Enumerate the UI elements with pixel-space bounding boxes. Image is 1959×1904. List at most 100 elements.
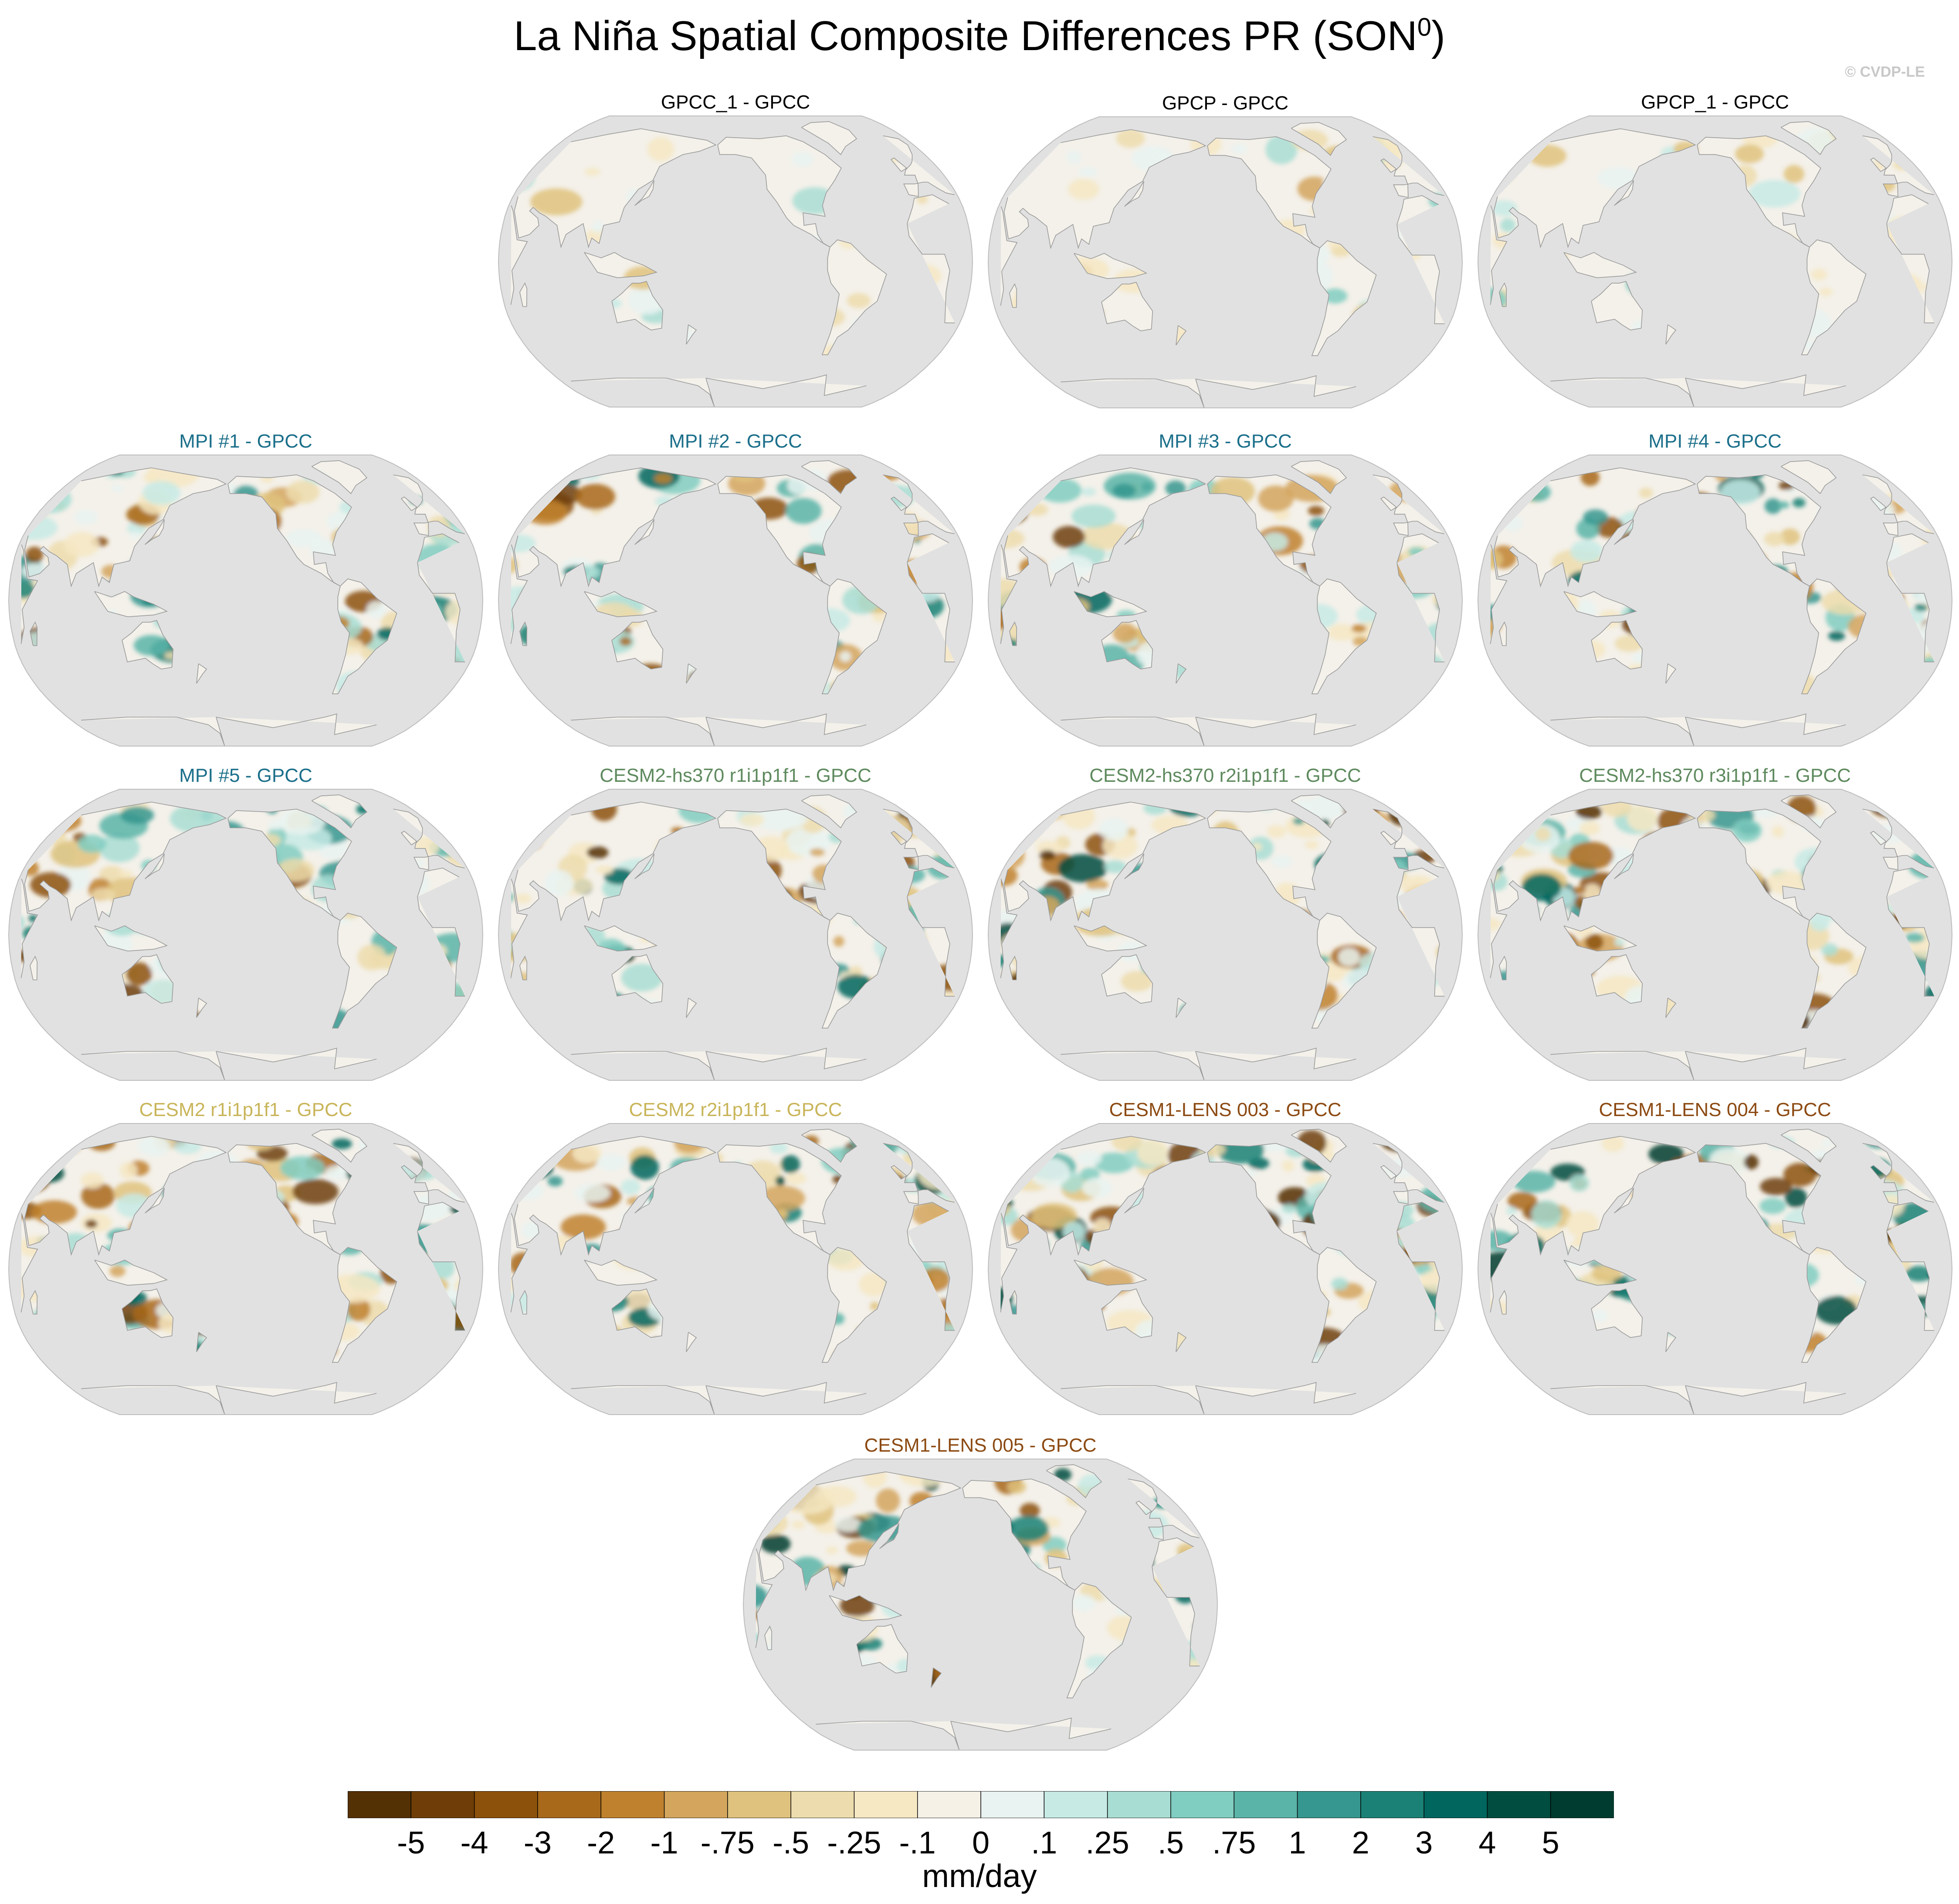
coastline-africa <box>755 1537 1200 1666</box>
coastline-north-america <box>227 1143 352 1255</box>
coastline-uk <box>1380 496 1397 511</box>
coastline-japan <box>879 1523 899 1549</box>
robinson-map <box>498 1123 973 1415</box>
coastline-japan <box>1614 180 1634 206</box>
map-border <box>1477 455 1953 747</box>
map-border <box>742 1459 1218 1751</box>
coastline-asia-europe <box>514 128 955 248</box>
coastline-asia-europe <box>24 801 465 922</box>
coastline-south-america <box>821 239 887 355</box>
colorbar-box <box>474 1791 539 1818</box>
colorbar-tick-label: 0 <box>972 1826 990 1860</box>
coastline-greenland <box>1780 460 1837 494</box>
coastline-south-america <box>1311 578 1377 694</box>
colorbar-box <box>1044 1791 1108 1818</box>
coastline-south-america <box>332 578 397 694</box>
coastline-africa <box>1000 1201 1445 1331</box>
coastline-australia <box>611 620 664 670</box>
robinson-map <box>987 455 1463 747</box>
coastline-asia-europe <box>1493 128 1934 248</box>
coastline-north-america <box>1207 474 1332 587</box>
coastline-south-america <box>1311 240 1377 356</box>
coastline-africa <box>20 1201 465 1331</box>
coastline-australia <box>1591 1288 1643 1338</box>
colorbar-box <box>727 1791 792 1818</box>
colorbar-tick-label: .5 <box>1157 1826 1184 1860</box>
coastline-australia <box>1591 620 1643 670</box>
coastline-greenland <box>1780 1129 1837 1163</box>
coastline-north-america <box>1207 808 1332 921</box>
coastline-uk <box>400 496 417 511</box>
map-border <box>1477 115 1953 407</box>
panel-title: MPI #1 - GPCC <box>179 431 312 452</box>
coastline-south-america <box>1801 1247 1867 1363</box>
panel-title: CESM2-hs370 r3i1p1f1 - GPCC <box>1579 765 1851 786</box>
colorbar-box <box>854 1791 918 1818</box>
robinson-map <box>1477 1123 1953 1415</box>
coastline-australia <box>1101 954 1153 1004</box>
panel-title: GPCP - GPCC <box>1162 92 1289 114</box>
colorbar-box <box>790 1791 855 1818</box>
coastline-nz <box>931 1667 942 1688</box>
coastline-south-america <box>1311 913 1377 1028</box>
colorbar-box <box>1234 1791 1298 1818</box>
colorbar-tick-label: .1 <box>1031 1826 1057 1860</box>
robinson-map <box>1477 455 1953 747</box>
coastline-uk <box>1380 158 1397 173</box>
coastline-australia <box>611 1288 664 1338</box>
map-border <box>1477 789 1953 1081</box>
title-close: ) <box>1431 13 1446 59</box>
coastline-north-america <box>717 135 842 248</box>
coastline-japan <box>145 519 165 545</box>
map-panel: CESM2 r2i1p1f1 - GPCC <box>496 1099 975 1422</box>
colorbar-box <box>917 1791 982 1818</box>
coastline-africa <box>1000 533 1445 662</box>
coastline-australia <box>122 1288 174 1338</box>
coastline-south-america <box>1311 1247 1377 1363</box>
colorbar-tick-label: -5 <box>397 1826 425 1860</box>
map-panel: GPCP_1 - GPCC <box>1475 92 1955 414</box>
coastline-africa <box>510 867 955 997</box>
coastline-greenland <box>1291 122 1347 156</box>
colorbar-box <box>664 1791 729 1818</box>
colorbar-units: mm/day <box>922 1858 1037 1894</box>
colorbar-tick-label: 5 <box>1542 1826 1559 1860</box>
coastline-greenland <box>1046 1464 1102 1498</box>
coastline-africa <box>1490 194 1935 323</box>
coastline-asia-europe <box>1003 129 1444 249</box>
map-panel: CESM2 r1i1p1f1 - GPCC <box>6 1099 485 1422</box>
panel-title: CESM2 r2i1p1f1 - GPCC <box>629 1099 842 1120</box>
coastline-asia-europe <box>514 467 955 587</box>
coastline-greenland <box>1291 794 1347 828</box>
coastline-nz <box>1176 325 1187 346</box>
colorbar-tick-label: -.5 <box>773 1826 810 1860</box>
coastline-greenland <box>801 1129 857 1163</box>
robinson-map <box>8 789 484 1081</box>
coastline-japan <box>634 853 654 879</box>
map-border <box>8 455 484 747</box>
coastline-japan <box>634 519 654 545</box>
coastline-greenland <box>311 794 368 828</box>
colorbar-tick-label: .25 <box>1085 1826 1129 1860</box>
coastline-asia-europe <box>24 1136 465 1256</box>
coastline-north-america <box>1207 1143 1332 1255</box>
coastline-nz <box>686 324 697 345</box>
coastline-uk <box>400 1165 417 1180</box>
coastline-asia-europe <box>24 467 465 587</box>
map-panel: CESM2-hs370 r2i1p1f1 - GPCC <box>986 765 1465 1087</box>
coastline-greenland <box>1780 794 1837 828</box>
coastline-greenland <box>311 1129 368 1163</box>
panel-title: GPCC_1 - GPCC <box>661 92 810 113</box>
coastline-uk <box>890 157 907 172</box>
coastline-madagascar <box>1009 955 1017 981</box>
robinson-map <box>987 789 1463 1081</box>
coastline-north-america <box>962 1478 1087 1591</box>
colorbar <box>348 1791 1614 1818</box>
coastline-asia-europe <box>1003 467 1444 587</box>
robinson-map <box>8 455 484 747</box>
coastline-greenland <box>1291 1129 1347 1163</box>
coastline-africa <box>510 533 955 662</box>
map-panel: MPI #4 - GPCC <box>1475 431 1955 753</box>
coastline-japan <box>1614 519 1634 545</box>
coastline-greenland <box>1780 121 1837 155</box>
